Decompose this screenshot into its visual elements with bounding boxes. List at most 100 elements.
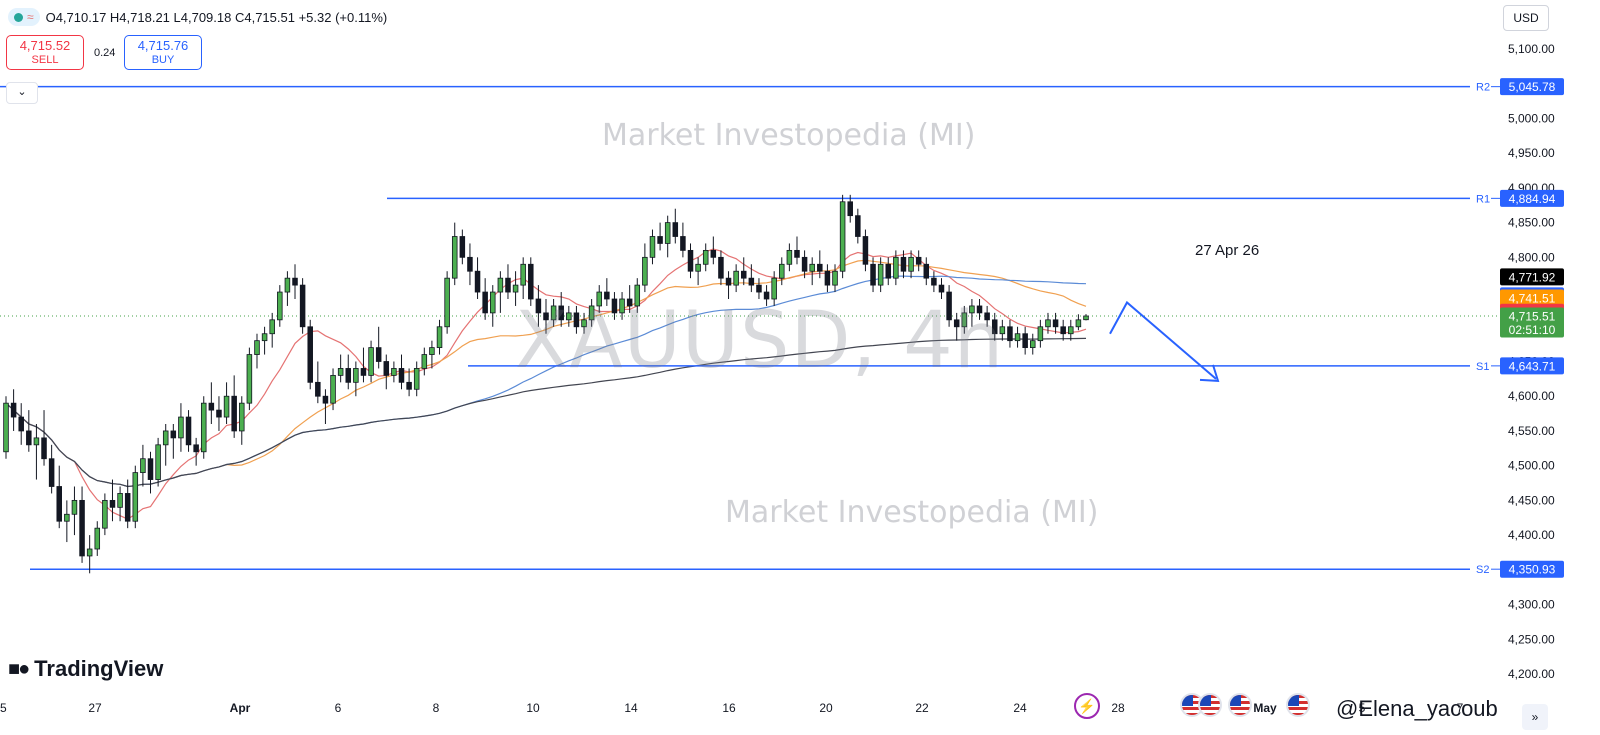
candle-body xyxy=(10,402,17,418)
candle xyxy=(375,326,382,369)
candle-body xyxy=(109,499,116,508)
candle-body xyxy=(398,368,405,383)
sell-button[interactable]: 4,715.52 SELL xyxy=(6,35,84,70)
symbol-watermark: XAUUSD, 4h xyxy=(515,296,1005,386)
candle-body xyxy=(946,291,952,321)
candle-body xyxy=(718,256,724,279)
candle xyxy=(353,361,359,397)
market-status-indicator[interactable]: ≈ xyxy=(8,8,40,26)
price-label-2-bg xyxy=(1500,289,1564,307)
candle-body xyxy=(657,236,663,244)
level-name-s2: S2 xyxy=(1476,564,1489,576)
forecast-arrow-line xyxy=(1109,300,1217,380)
candle xyxy=(451,222,458,286)
author-credit: @Elena_yacoub xyxy=(1336,696,1498,721)
candle xyxy=(322,389,329,424)
candle xyxy=(284,271,291,306)
candle xyxy=(33,424,40,480)
candles xyxy=(3,194,1089,574)
candle-body xyxy=(588,305,595,321)
candle-body xyxy=(543,312,549,321)
collapse-button[interactable]: ⌄ xyxy=(6,82,38,104)
candle-body xyxy=(702,249,709,265)
candle-body xyxy=(71,499,78,515)
scroll-to-realtime-button[interactable]: » xyxy=(1522,704,1548,730)
candle xyxy=(999,319,1006,341)
logo-text: TradingView xyxy=(34,656,164,681)
candle xyxy=(64,500,70,543)
x-tick-label: 27 xyxy=(88,701,102,715)
candle-body xyxy=(938,284,945,293)
candle-body xyxy=(611,298,618,314)
candle-body xyxy=(725,277,732,286)
us-flag-event-icon[interactable] xyxy=(1198,693,1222,717)
candle xyxy=(1037,319,1044,348)
candle xyxy=(86,535,93,574)
candle-body xyxy=(330,374,336,404)
buy-button[interactable]: 4,715.76 BUY xyxy=(124,35,202,70)
candle-body xyxy=(246,354,253,404)
candle xyxy=(862,229,869,272)
candle-body xyxy=(444,277,450,328)
candle xyxy=(155,437,161,487)
candle-body xyxy=(961,312,968,328)
candle-body xyxy=(695,263,701,272)
candle-body xyxy=(337,368,344,376)
candle xyxy=(162,424,169,466)
candle xyxy=(185,410,192,452)
candle-body xyxy=(490,291,496,314)
candle xyxy=(763,285,770,306)
candle xyxy=(725,271,732,299)
candle xyxy=(208,382,215,424)
candle-body xyxy=(345,368,352,383)
tradingview-logo[interactable]: ■● TradingView xyxy=(8,656,163,682)
candle-body xyxy=(596,291,602,307)
candle-body xyxy=(550,305,557,321)
candle-body xyxy=(664,222,671,244)
candle-body xyxy=(672,222,679,237)
candle xyxy=(299,278,306,334)
candle-body xyxy=(193,444,199,453)
price-label-0-bg xyxy=(1500,268,1564,286)
candle xyxy=(581,312,587,334)
forecast-arrow-head xyxy=(1199,364,1220,382)
lightning-icon[interactable]: ⚡ xyxy=(1074,693,1100,719)
y-tick-label: 4,550.00 xyxy=(1508,424,1555,438)
ohlc-legend: ≈ O4,710.17 H4,718.21 L4,709.18 C4,715.5… xyxy=(8,8,387,26)
candle xyxy=(634,278,641,313)
candle xyxy=(733,264,739,293)
candle-body xyxy=(315,381,321,397)
candle xyxy=(18,403,24,445)
candle-body xyxy=(307,326,313,383)
candle xyxy=(406,368,412,397)
candle-body xyxy=(170,430,177,439)
candle xyxy=(261,326,268,355)
candle-body xyxy=(64,513,70,522)
wave-icon: ≈ xyxy=(27,10,34,24)
y-tick-label: 4,250.00 xyxy=(1508,632,1555,646)
candle-body xyxy=(763,291,770,300)
candle xyxy=(528,257,534,306)
us-flag-event-icon[interactable] xyxy=(1286,693,1310,717)
time-axis[interactable]: 25 27 Apr 6 8 10 14 16 20 22 24 28 May 5 7 xyxy=(0,701,1464,715)
level-price-label-s1-bg xyxy=(1500,357,1564,375)
candle xyxy=(360,347,367,383)
candle-body xyxy=(634,284,641,307)
level-price-label-s2: 4,350.93 xyxy=(1500,560,1564,578)
us-flag-event-icon[interactable] xyxy=(1228,693,1252,717)
currency-select[interactable]: USD xyxy=(1503,5,1549,31)
candle xyxy=(596,285,602,313)
candle xyxy=(79,486,85,563)
candle xyxy=(398,354,405,390)
price-label-4-countdown: 02:51:10 xyxy=(1509,323,1556,337)
candle xyxy=(740,257,747,286)
fast-forward-icon: » xyxy=(1531,710,1539,724)
candle xyxy=(315,361,321,404)
candle-body xyxy=(383,361,390,376)
candle xyxy=(178,403,184,452)
candle xyxy=(870,257,876,293)
candle-body xyxy=(969,305,975,314)
level-name-r2: R2 xyxy=(1476,82,1490,94)
